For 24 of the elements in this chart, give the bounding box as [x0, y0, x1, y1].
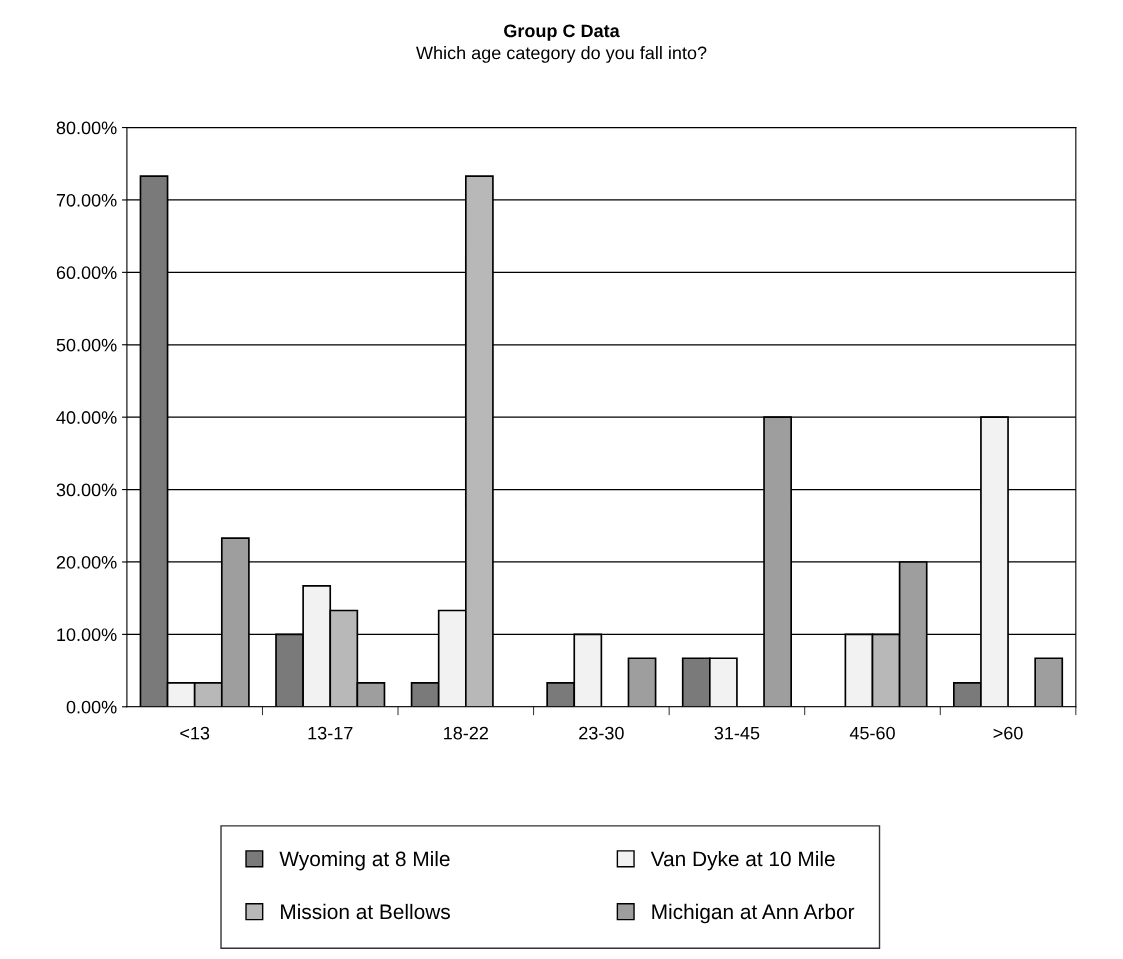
legend-label: Mission at Bellows — [281, 903, 450, 920]
y-tick-label: 60.00% — [56, 266, 117, 280]
y-tick-label: 70.00% — [56, 193, 117, 207]
x-tick-label: <13 — [180, 726, 210, 740]
x-tick-label: >60 — [993, 726, 1023, 740]
y-tick-label: 10.00% — [57, 628, 117, 642]
legend-label: Van Dyke at 10 Mile — [650, 850, 835, 871]
legend-label: Michigan at Ann Arbor — [652, 903, 855, 924]
y-tick-label: 20.00% — [56, 555, 117, 569]
y-tick-label: 30.00% — [56, 483, 117, 497]
y-tick-label: 0.00% — [66, 700, 117, 714]
x-tick-label: 18-22 — [444, 726, 488, 740]
bar — [627, 657, 657, 707]
y-tick-label: 50.00% — [56, 338, 117, 352]
legend-label: Wyoming at 8 Mile — [279, 850, 450, 871]
x-tick-label: 45-60 — [849, 726, 895, 740]
x-tick-label: 13-17 — [308, 726, 353, 740]
y-tick-label: 80.00% — [56, 121, 117, 135]
bar — [1034, 657, 1064, 707]
x-tick-label: 23-30 — [579, 726, 624, 740]
x-tick-label: 31-45 — [714, 726, 760, 740]
chart-title: Group C Data — [504, 24, 620, 41]
chart-subtitle: Which age category do you fall into? — [416, 46, 707, 63]
y-tick-label: 40.00% — [56, 411, 117, 424]
